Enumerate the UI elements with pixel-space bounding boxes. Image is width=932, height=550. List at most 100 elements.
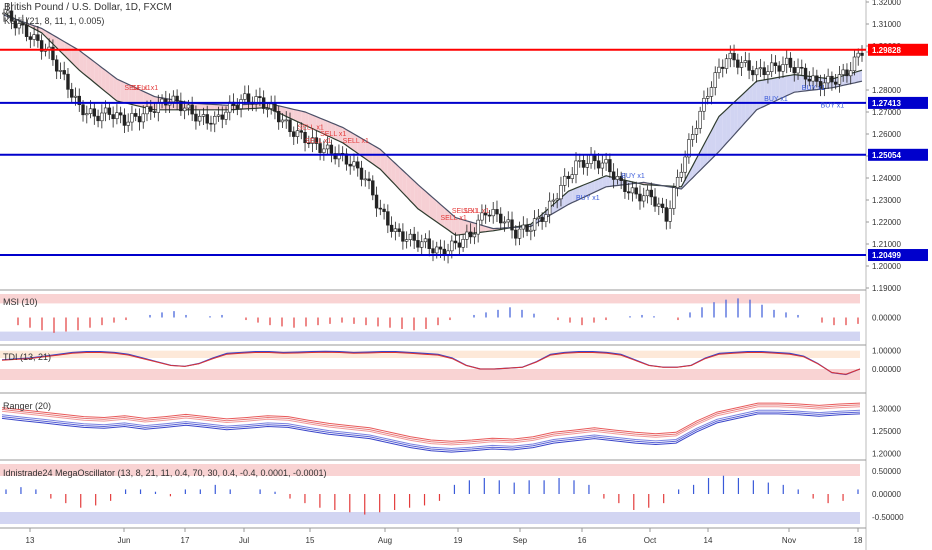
kenji-cloud <box>722 109 727 148</box>
candle-body <box>574 160 578 175</box>
ranger-line <box>1 413 861 453</box>
kenji-cloud <box>455 217 460 236</box>
candle-body <box>687 139 691 158</box>
kenji-cloud <box>410 177 415 205</box>
candle-body <box>420 241 424 248</box>
signal-label: BUY x1 <box>764 96 788 103</box>
level-price-label: 1.29828 <box>872 46 901 55</box>
kenji-cloud <box>60 39 65 56</box>
candle-body <box>288 119 292 133</box>
kenji-cloud <box>391 159 396 186</box>
kenji-cloud <box>406 174 411 201</box>
level-price-box <box>868 148 928 161</box>
candle-body <box>401 231 405 242</box>
tdi-line <box>1 350 861 376</box>
candle-body <box>137 116 142 123</box>
candle-body <box>826 75 830 84</box>
candle-body <box>499 213 503 224</box>
candle-body <box>642 195 646 202</box>
kenji-cloud <box>350 131 354 151</box>
candle-body <box>781 64 785 72</box>
kenji-cloud <box>688 165 693 182</box>
candle-body <box>807 78 812 82</box>
kenji-cloud <box>775 77 780 101</box>
candle-body <box>506 219 510 223</box>
kenji-cloud <box>116 79 121 102</box>
candle-body <box>224 111 228 120</box>
signal-label: SELL x1 <box>132 85 158 92</box>
candle-body <box>81 104 85 116</box>
osc-tick-label: 0.00000 <box>872 490 901 499</box>
price-tick-label: 1.32000 <box>872 0 901 7</box>
candle-body <box>852 56 857 72</box>
candle-body <box>758 67 763 70</box>
candle-body <box>412 233 416 241</box>
candle-body <box>626 191 631 194</box>
kenji-cloud <box>301 111 306 126</box>
candle-body <box>630 187 635 194</box>
kenji-cloud <box>711 123 716 160</box>
kenji-cloud <box>135 87 140 107</box>
candle-body <box>389 224 394 232</box>
kenji-cloud <box>83 53 87 77</box>
kenji-cloud <box>210 104 215 110</box>
candle-body <box>769 62 774 72</box>
kenji-cloud <box>557 197 561 211</box>
candle-body <box>709 87 714 97</box>
candle-body <box>77 95 81 105</box>
candle-body <box>461 238 465 248</box>
candle-body <box>739 62 744 68</box>
kenji-cloud <box>361 138 366 159</box>
candle-body <box>724 58 729 69</box>
level-price-label: 1.27413 <box>872 99 901 108</box>
candle-body <box>743 60 748 63</box>
candle-body <box>371 180 375 196</box>
kenji-cloud <box>67 43 72 63</box>
candle-body <box>615 176 620 180</box>
candle-body <box>307 142 311 145</box>
candle-body <box>92 108 97 117</box>
candle-body <box>32 34 36 40</box>
candle-body <box>860 52 864 56</box>
kenji-cloud <box>323 119 328 136</box>
candle-body <box>672 187 676 209</box>
ranger-line <box>1 411 861 451</box>
kenji-cloud <box>399 167 403 193</box>
msi-pane-label: MSI (10) <box>3 297 38 307</box>
price-tick-label: 1.31000 <box>872 20 901 29</box>
kenji-cloud <box>719 112 723 152</box>
candle-body <box>596 160 601 169</box>
candle-body <box>111 114 115 120</box>
candle-body <box>800 66 804 69</box>
kenji-cloud <box>843 74 847 86</box>
osc-lower-band <box>0 512 860 524</box>
candle-body <box>608 159 612 173</box>
kenji-cloud <box>199 103 204 110</box>
candle-body <box>118 112 123 116</box>
candle-body <box>435 246 439 254</box>
time-tick-label: 14 <box>704 536 713 545</box>
candle-body <box>149 106 153 112</box>
candle-body <box>611 171 616 180</box>
candle-body <box>721 66 725 69</box>
candle-body <box>645 189 650 197</box>
signal-label: SELL x1 <box>343 138 369 145</box>
candle-body <box>24 24 29 37</box>
candle-body <box>239 99 243 109</box>
candle-body <box>408 233 413 240</box>
kenji-cloud <box>481 225 486 233</box>
candle-body <box>386 211 390 226</box>
candle-body <box>679 171 684 178</box>
kenji-cloud <box>312 115 317 131</box>
candle-body <box>423 238 428 243</box>
kenji-cloud <box>75 48 80 71</box>
candle-body <box>649 189 653 198</box>
candle-body <box>822 82 827 89</box>
candle-body <box>103 107 108 114</box>
osc-tick-label: -0.50000 <box>872 513 904 522</box>
kenji-cloud <box>692 158 697 178</box>
kenji-cloud <box>357 136 362 156</box>
kenji-cloud <box>203 103 208 110</box>
candle-body <box>623 180 627 192</box>
